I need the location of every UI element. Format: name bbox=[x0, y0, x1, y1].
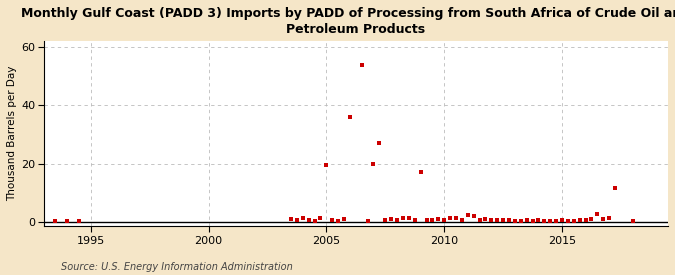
Point bbox=[551, 218, 562, 223]
Point bbox=[327, 218, 338, 222]
Point bbox=[398, 215, 408, 220]
Point bbox=[627, 218, 638, 223]
Point bbox=[445, 216, 456, 221]
Point bbox=[598, 217, 609, 221]
Point bbox=[516, 218, 526, 223]
Text: Source: U.S. Energy Information Administration: Source: U.S. Energy Information Administ… bbox=[61, 262, 292, 272]
Point bbox=[298, 216, 308, 221]
Point bbox=[74, 219, 84, 223]
Point bbox=[344, 115, 355, 119]
Point bbox=[497, 218, 508, 222]
Point bbox=[574, 218, 585, 222]
Point bbox=[374, 141, 385, 145]
Point bbox=[586, 217, 597, 221]
Point bbox=[568, 218, 579, 223]
Point bbox=[562, 218, 573, 223]
Point bbox=[456, 218, 467, 222]
Point bbox=[462, 213, 473, 217]
Point bbox=[468, 214, 479, 218]
Point bbox=[321, 163, 331, 167]
Title: Monthly Gulf Coast (PADD 3) Imports by PADD of Processing from South Africa of C: Monthly Gulf Coast (PADD 3) Imports by P… bbox=[21, 7, 675, 36]
Y-axis label: Thousand Barrels per Day: Thousand Barrels per Day bbox=[7, 66, 17, 202]
Point bbox=[433, 217, 443, 221]
Point bbox=[474, 218, 485, 222]
Point bbox=[409, 218, 420, 222]
Point bbox=[421, 218, 432, 222]
Point bbox=[580, 218, 591, 222]
Point bbox=[50, 219, 61, 223]
Point bbox=[339, 217, 350, 221]
Point bbox=[404, 216, 414, 221]
Point bbox=[380, 218, 391, 222]
Point bbox=[480, 217, 491, 221]
Point bbox=[492, 218, 503, 222]
Point bbox=[362, 218, 373, 223]
Point bbox=[557, 218, 568, 222]
Point bbox=[385, 217, 396, 221]
Point bbox=[510, 218, 520, 223]
Point bbox=[545, 218, 556, 223]
Point bbox=[356, 62, 367, 67]
Point bbox=[392, 218, 402, 222]
Point bbox=[368, 161, 379, 166]
Point bbox=[610, 186, 620, 191]
Point bbox=[333, 218, 344, 223]
Point bbox=[486, 218, 497, 222]
Point bbox=[415, 170, 426, 175]
Point bbox=[439, 218, 450, 222]
Point bbox=[521, 218, 532, 222]
Point bbox=[61, 219, 72, 223]
Point bbox=[309, 218, 320, 223]
Point bbox=[527, 218, 538, 223]
Point bbox=[303, 218, 314, 222]
Point bbox=[292, 218, 302, 222]
Point bbox=[533, 218, 544, 222]
Point bbox=[427, 218, 438, 222]
Point bbox=[286, 217, 296, 221]
Point bbox=[451, 215, 462, 220]
Point bbox=[504, 218, 514, 222]
Point bbox=[315, 215, 326, 220]
Point bbox=[592, 211, 603, 216]
Point bbox=[539, 218, 549, 223]
Point bbox=[603, 216, 614, 221]
